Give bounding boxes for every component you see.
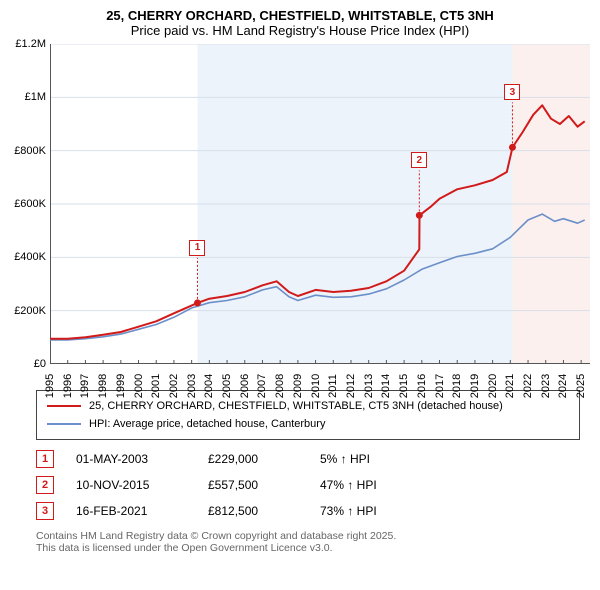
x-tick-label: 2015	[398, 374, 410, 398]
sale-price: £229,000	[208, 452, 298, 466]
sale-marker-badge: 2	[411, 152, 427, 168]
legend-row: HPI: Average price, detached house, Cant…	[47, 415, 569, 433]
x-tick-label: 2002	[168, 374, 180, 398]
plot-region: 1 2 3	[50, 44, 590, 364]
y-tick-label: £0	[34, 358, 46, 370]
y-tick-label: £600K	[14, 198, 46, 210]
x-tick-label: 2008	[274, 374, 286, 398]
sale-price: £812,500	[208, 504, 298, 518]
x-tick-label: 2019	[469, 374, 481, 398]
legend-swatch	[47, 423, 81, 425]
x-axis: 1995199619971998199920002001200220032004…	[50, 364, 590, 394]
x-tick-label: 1996	[62, 374, 74, 398]
sale-date: 16-FEB-2021	[76, 504, 186, 518]
x-tick-label: 2012	[345, 374, 357, 398]
y-axis: £0£200K£400K£600K£800K£1M£1.2M	[8, 44, 50, 364]
y-tick-label: £200K	[14, 305, 46, 317]
footer-line-2: This data is licensed under the Open Gov…	[36, 542, 580, 554]
sale-row-badge: 2	[36, 476, 54, 494]
y-tick-label: £400K	[14, 251, 46, 263]
x-tick-label: 2007	[256, 374, 268, 398]
title-line-1: 25, CHERRY ORCHARD, CHESTFIELD, WHITSTAB…	[8, 8, 592, 23]
footer-line-1: Contains HM Land Registry data © Crown c…	[36, 530, 580, 542]
legend-swatch	[47, 405, 81, 407]
x-tick-label: 1999	[115, 374, 127, 398]
x-tick-label: 2025	[575, 374, 587, 398]
x-tick-label: 1995	[44, 374, 56, 398]
attribution-footer: Contains HM Land Registry data © Crown c…	[36, 530, 580, 554]
x-tick-label: 2024	[557, 374, 569, 398]
x-tick-label: 2023	[540, 374, 552, 398]
chart-container: 25, CHERRY ORCHARD, CHESTFIELD, WHITSTAB…	[0, 0, 600, 562]
sale-marker-badge: 1	[189, 240, 205, 256]
sale-row-badge: 3	[36, 502, 54, 520]
x-tick-label: 2022	[522, 374, 534, 398]
x-tick-label: 2005	[221, 374, 233, 398]
chart-area: £0£200K£400K£600K£800K£1M£1.2M 123 19951…	[8, 44, 592, 384]
x-tick-label: 1997	[79, 374, 91, 398]
x-tick-label: 2009	[292, 374, 304, 398]
sale-row-badge: 1	[36, 450, 54, 468]
sales-table: 1 01-MAY-2003 £229,000 5% ↑ HPI 2 10-NOV-2015…	[36, 446, 580, 524]
x-tick-label: 2010	[310, 374, 322, 398]
x-tick-label: 2001	[150, 374, 162, 398]
x-tick-label: 2013	[363, 374, 375, 398]
sale-row: 3 16-FEB-2021 £812,500 73% ↑ HPI	[36, 498, 580, 524]
x-tick-label: 2014	[380, 374, 392, 398]
sale-marker-badge: 3	[504, 84, 520, 100]
y-tick-label: £800K	[14, 145, 46, 157]
legend-label: 25, CHERRY ORCHARD, CHESTFIELD, WHITSTAB…	[89, 400, 503, 412]
title-line-2: Price paid vs. HM Land Registry's House …	[8, 23, 592, 38]
sale-row: 1 01-MAY-2003 £229,000 5% ↑ HPI	[36, 446, 580, 472]
legend-label: HPI: Average price, detached house, Cant…	[89, 418, 325, 430]
x-tick-label: 2006	[239, 374, 251, 398]
x-tick-label: 2003	[186, 374, 198, 398]
y-tick-label: £1M	[25, 91, 46, 103]
x-tick-label: 2004	[203, 374, 215, 398]
x-tick-label: 2016	[416, 374, 428, 398]
sale-date: 01-MAY-2003	[76, 452, 186, 466]
title-block: 25, CHERRY ORCHARD, CHESTFIELD, WHITSTAB…	[8, 8, 592, 38]
x-tick-label: 2018	[451, 374, 463, 398]
x-tick-label: 2017	[434, 374, 446, 398]
y-tick-label: £1.2M	[15, 38, 46, 50]
sale-diff: 73% ↑ HPI	[320, 504, 430, 518]
x-tick-label: 2020	[487, 374, 499, 398]
sale-date: 10-NOV-2015	[76, 478, 186, 492]
x-tick-label: 1998	[97, 374, 109, 398]
x-tick-label: 2021	[504, 374, 516, 398]
sale-diff: 5% ↑ HPI	[320, 452, 430, 466]
x-tick-label: 2011	[327, 374, 339, 398]
sale-price: £557,500	[208, 478, 298, 492]
legend-row: 25, CHERRY ORCHARD, CHESTFIELD, WHITSTAB…	[47, 397, 569, 415]
sale-row: 2 10-NOV-2015 £557,500 47% ↑ HPI	[36, 472, 580, 498]
sale-diff: 47% ↑ HPI	[320, 478, 430, 492]
x-tick-label: 2000	[133, 374, 145, 398]
